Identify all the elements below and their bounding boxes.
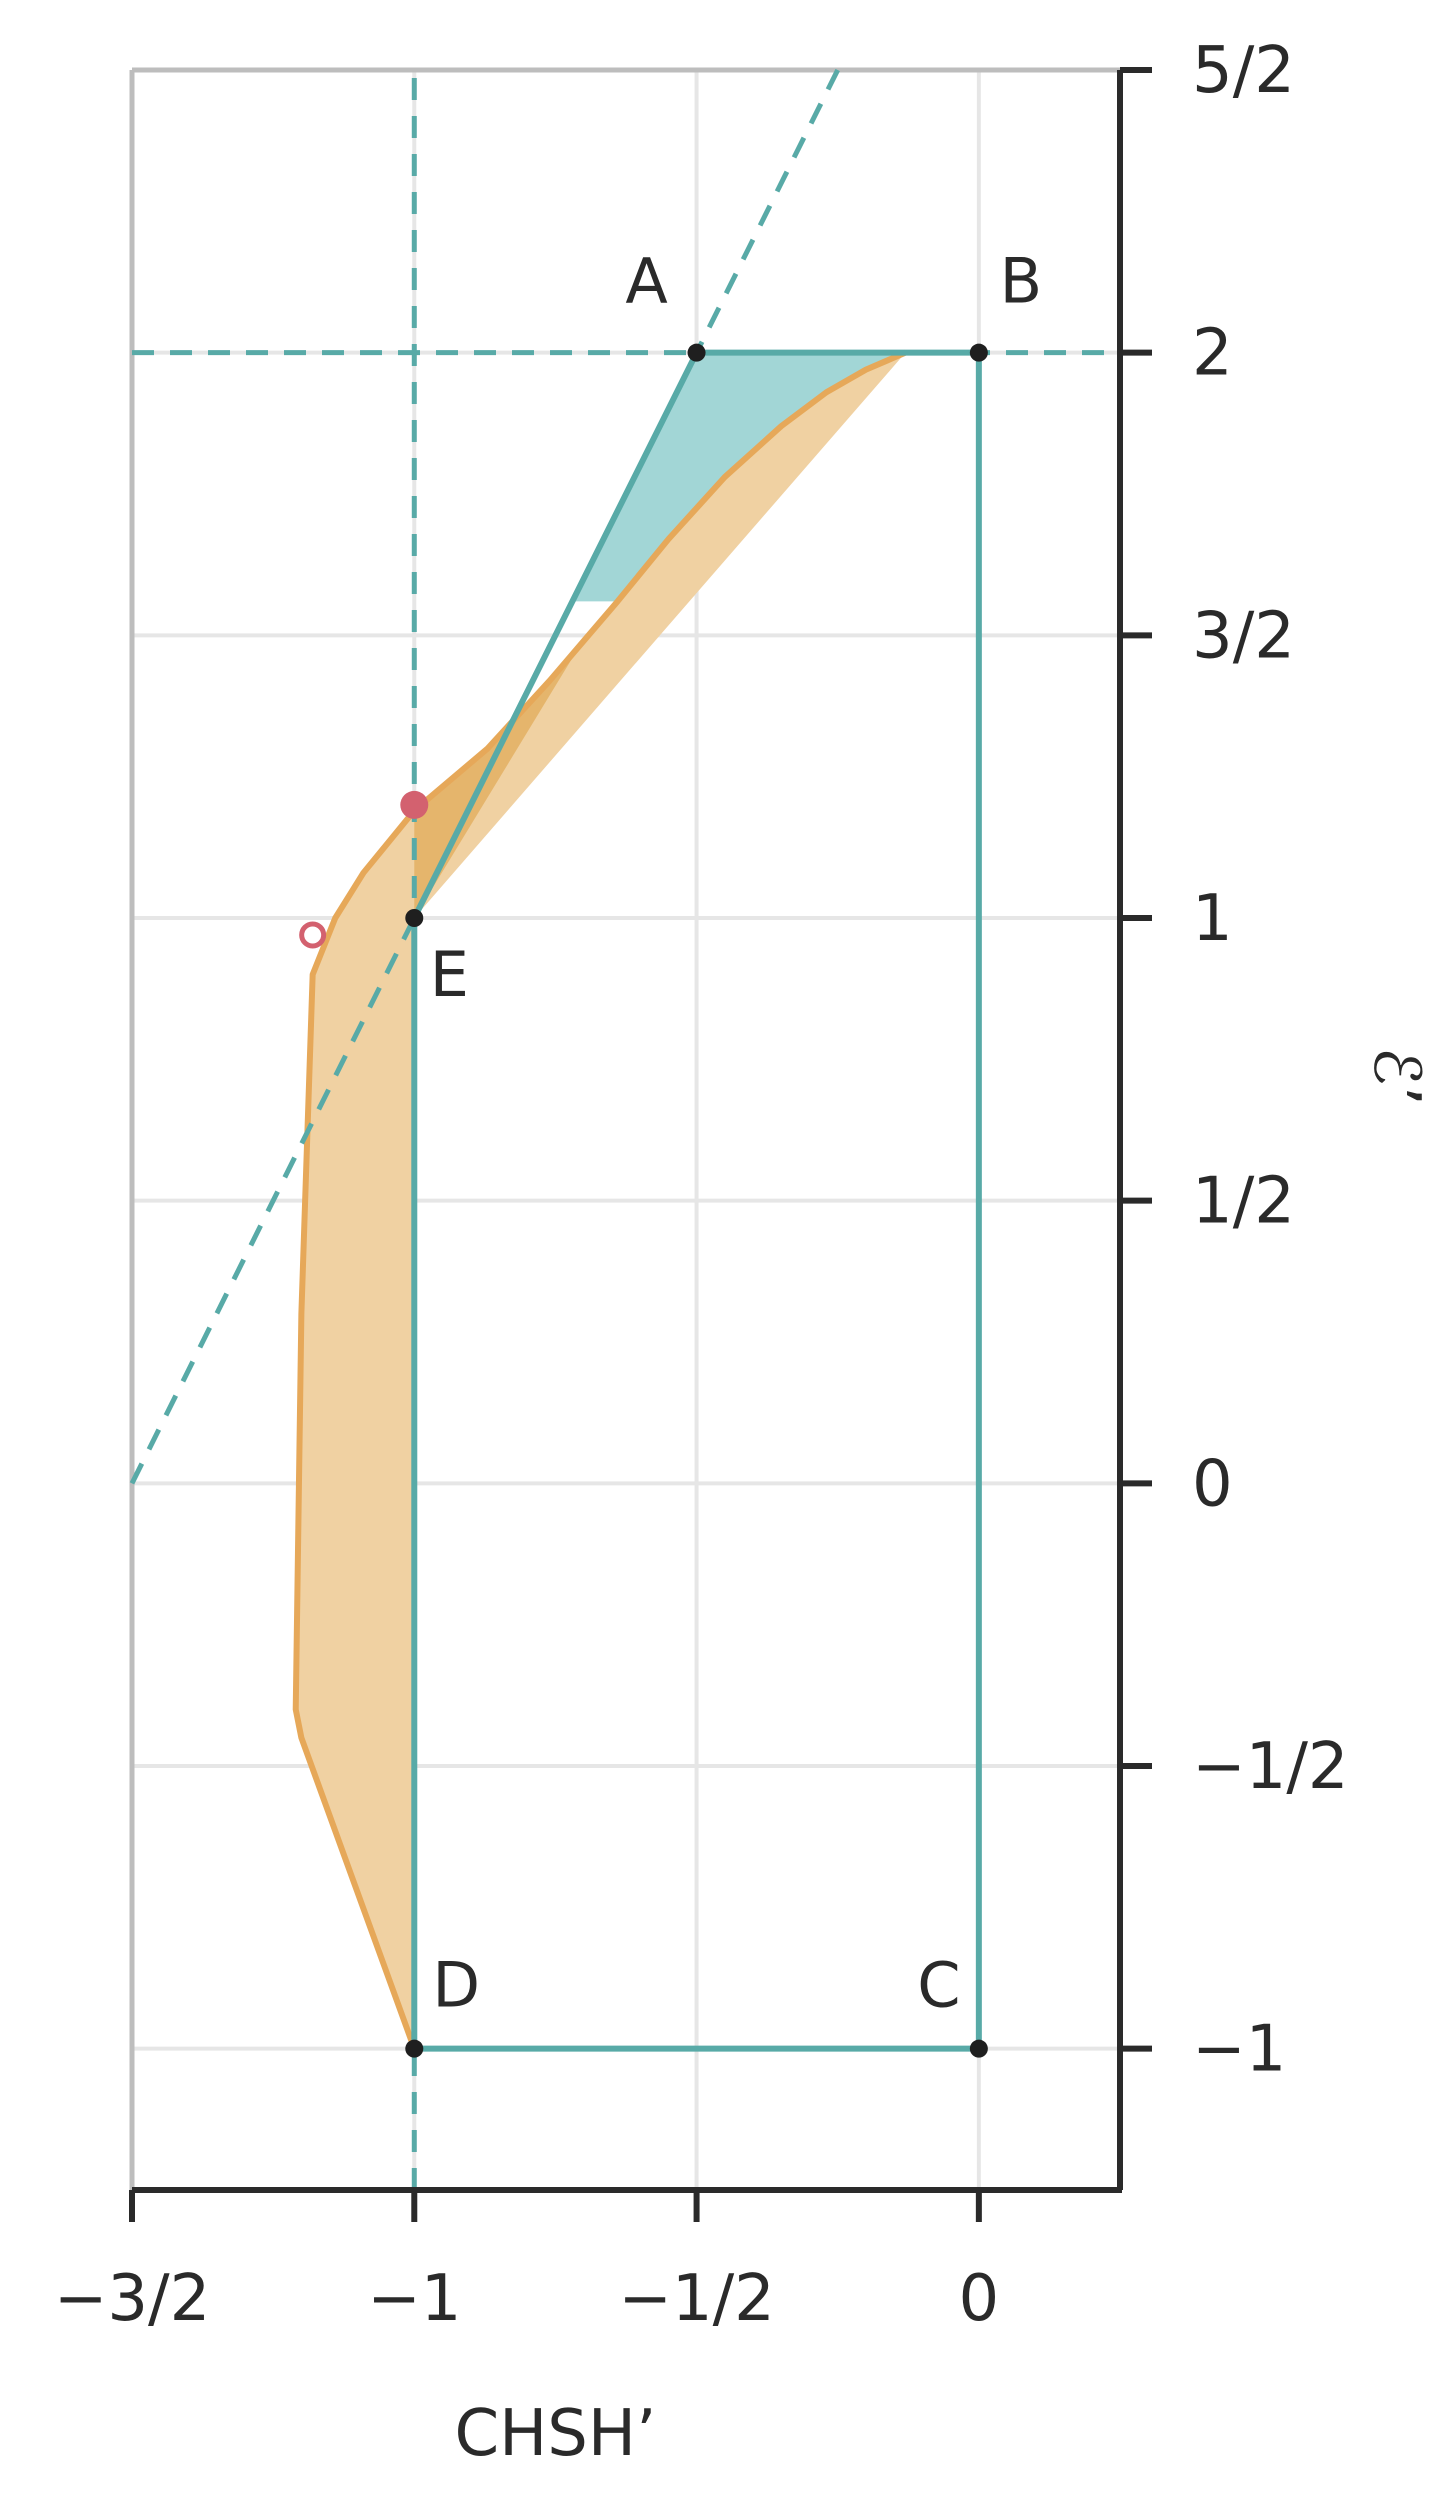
- orange-region-fill: [295, 352, 906, 2049]
- point-label-C: C: [917, 1949, 960, 2022]
- orange-curve: [292, 349, 907, 2050]
- y-tick-label: 1/2: [1192, 1165, 1295, 1239]
- x-axis-title: CHSH’: [454, 2397, 656, 2471]
- point-label-D: D: [432, 1949, 480, 2022]
- marker-filled: [400, 790, 429, 819]
- y-tick-label: −1: [1192, 2013, 1286, 2087]
- x-tick-label: −1: [367, 2262, 461, 2336]
- point-A: [687, 343, 706, 362]
- polygon-abcde: [411, 349, 982, 2052]
- y-tick-label: 3/2: [1192, 599, 1295, 673]
- y-tick-label: 1: [1192, 882, 1233, 956]
- y-axis-title: ℰ’: [1359, 1047, 1433, 1106]
- regions: [292, 349, 907, 2050]
- point-label-A: A: [625, 245, 667, 318]
- feasible-polygon: [411, 349, 982, 2052]
- point-D: [405, 2039, 424, 2058]
- grid: [129, 67, 1120, 2190]
- y-tick-label: 0: [1192, 1447, 1233, 1521]
- marker-open: [299, 921, 327, 949]
- points: [299, 343, 988, 2058]
- axes: [129, 67, 1152, 2222]
- point-E: [405, 909, 424, 927]
- point-B: [969, 343, 988, 362]
- point-label-B: B: [1000, 245, 1043, 318]
- orange-region-dark: [414, 657, 573, 918]
- point-label-E: E: [430, 938, 469, 1011]
- x-tick-label: −3/2: [54, 2262, 211, 2336]
- y-tick-label: −1/2: [1192, 1730, 1349, 1804]
- dashed-lines: [129, 68, 1120, 2190]
- labels: −3/2 −1 −1/2 0 5/2 2 3/2 1 1/2 0 −1/2 −1 CHSH’ ℰ’ A B C D…: [54, 34, 1433, 2471]
- x-tick-label: −1/2: [618, 2262, 775, 2336]
- y-tick-label: 5/2: [1192, 34, 1295, 108]
- x-tick-label: 0: [958, 2262, 999, 2336]
- teal-region-fill: [572, 352, 906, 602]
- y-tick-label: 2: [1192, 317, 1233, 391]
- point-C: [969, 2039, 988, 2058]
